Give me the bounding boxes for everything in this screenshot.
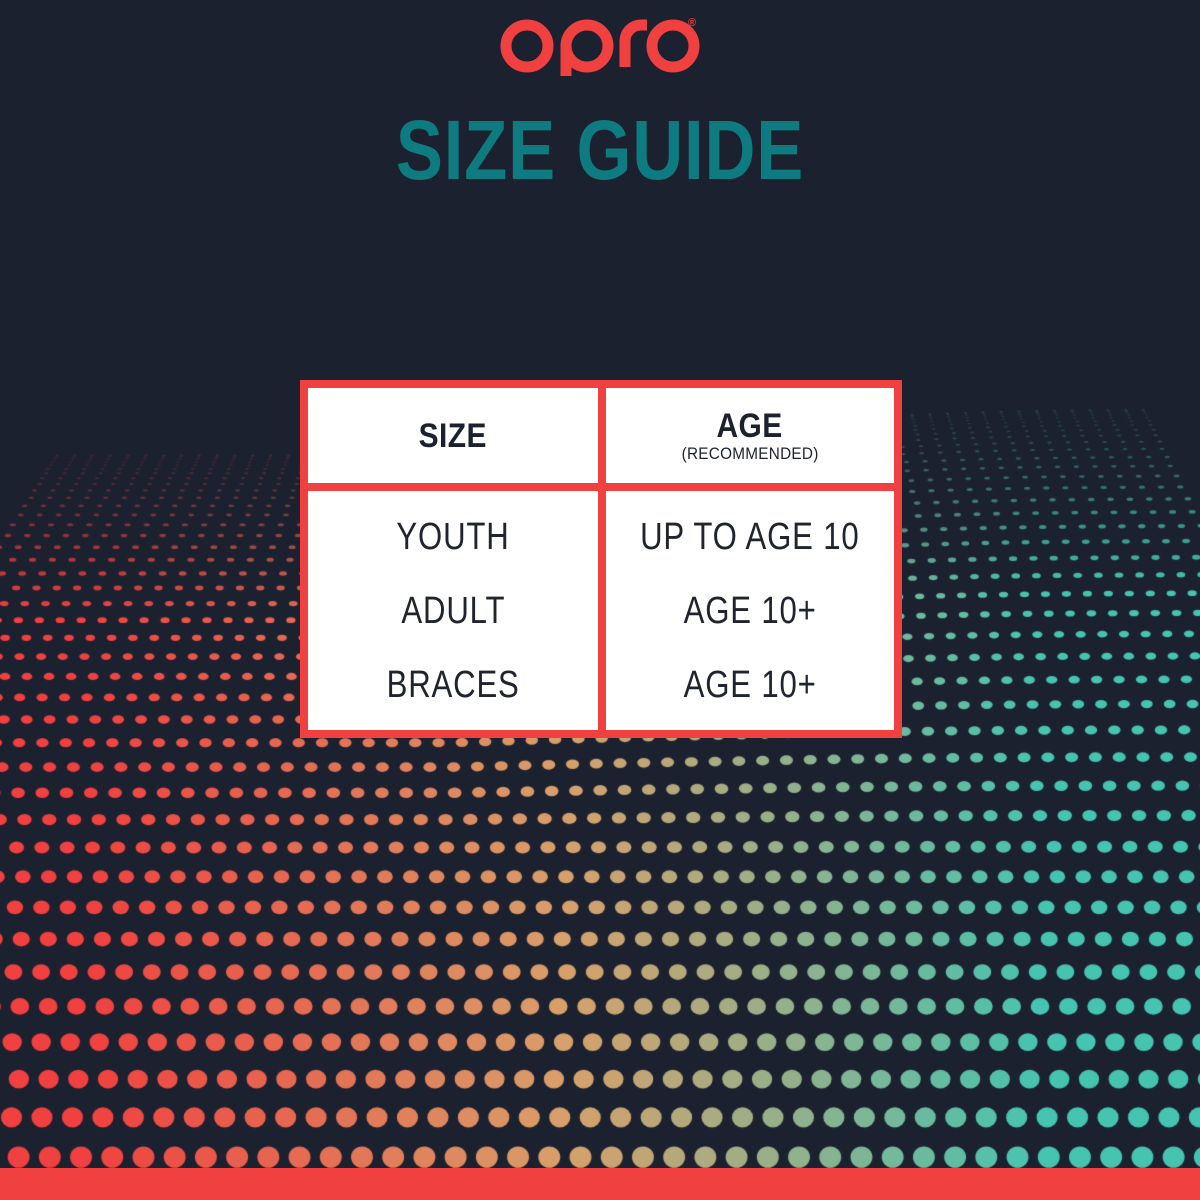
table-header-age-sublabel: (RECOMMENDED) bbox=[681, 443, 819, 463]
size-guide-table: SIZE AGE (RECOMMENDED) YOUTH ADULT BRACE… bbox=[300, 380, 902, 738]
age-list: UP TO AGE 10 AGE 10+ AGE 10+ bbox=[606, 518, 894, 704]
opro-wordmark-icon bbox=[500, 19, 700, 76]
table-header-size: SIZE bbox=[308, 388, 598, 483]
list-item: AGE 10+ bbox=[683, 589, 817, 632]
table-header-row: SIZE AGE (RECOMMENDED) bbox=[308, 388, 894, 483]
opro-logo: ® bbox=[0, 14, 1200, 78]
table-header-size-label: SIZE bbox=[418, 416, 488, 455]
table-cell-sizes: YOUTH ADULT BRACES bbox=[308, 491, 598, 730]
page-title: SIZE GUIDE bbox=[395, 103, 805, 197]
table-body-row: YOUTH ADULT BRACES UP TO AGE 10 AGE 10+ … bbox=[308, 491, 894, 730]
list-item: ADULT bbox=[401, 589, 505, 632]
list-item: YOUTH bbox=[396, 515, 510, 558]
bottom-accent-bar bbox=[0, 1168, 1200, 1200]
list-item: AGE 10+ bbox=[683, 663, 817, 706]
size-list: YOUTH ADULT BRACES bbox=[308, 518, 598, 704]
list-item: UP TO AGE 10 bbox=[640, 515, 860, 558]
table-header-age-label: AGE bbox=[716, 406, 784, 445]
table-cell-ages: UP TO AGE 10 AGE 10+ AGE 10+ bbox=[606, 491, 894, 730]
table-header-age: AGE (RECOMMENDED) bbox=[606, 388, 894, 483]
registered-trademark-icon: ® bbox=[688, 17, 697, 29]
list-item: BRACES bbox=[386, 663, 520, 706]
